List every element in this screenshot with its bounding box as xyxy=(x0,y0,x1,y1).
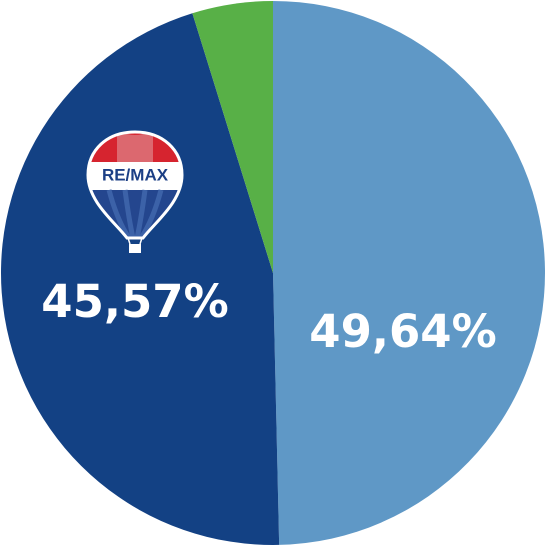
slice-label: 49,64% xyxy=(309,305,496,358)
pie-slice xyxy=(273,1,546,545)
pie-slice xyxy=(192,1,273,273)
labels: 49,64% 45,57% xyxy=(41,275,496,358)
pie-slice xyxy=(1,13,280,545)
logo-text: RE/MAX xyxy=(102,165,169,184)
slice-label: 45,57% xyxy=(41,275,228,328)
